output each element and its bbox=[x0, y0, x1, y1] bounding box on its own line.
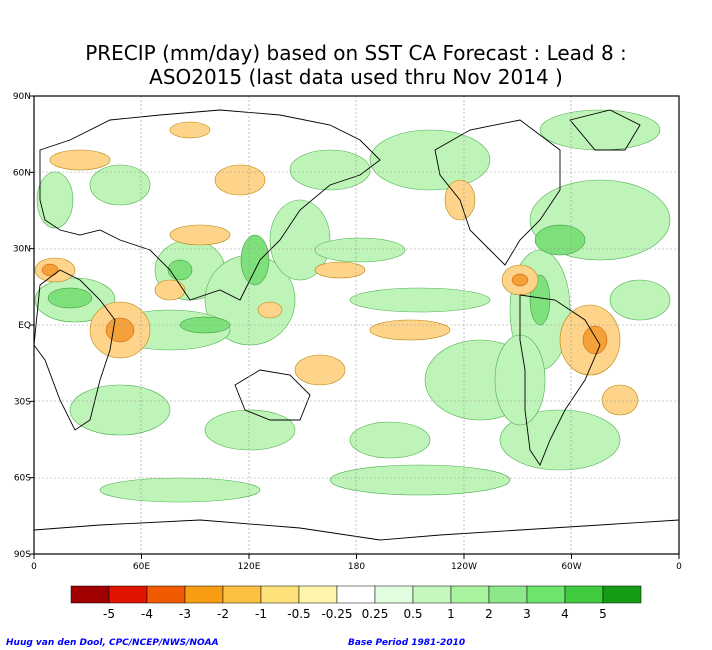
anomaly-field bbox=[34, 109, 679, 541]
lon-label: 0 bbox=[31, 562, 37, 572]
legend-swatch bbox=[70, 585, 110, 604]
legend-swatch bbox=[146, 585, 186, 604]
legend-label: 0.25 bbox=[362, 607, 389, 621]
credit-text: Huug van den Dool, CPC/NCEP/NWS/NOAA bbox=[6, 638, 219, 648]
legend-label: -3 bbox=[179, 607, 191, 621]
legend-label: -5 bbox=[103, 607, 115, 621]
legend-label: 2 bbox=[485, 607, 493, 621]
lat-label: 60S bbox=[14, 474, 31, 484]
legend-swatch bbox=[298, 585, 338, 604]
lat-label: EQ bbox=[18, 321, 31, 331]
dry-anomaly-cores bbox=[41, 263, 608, 355]
lat-label: 90N bbox=[13, 92, 31, 102]
legend-swatch bbox=[260, 585, 300, 604]
legend-label: 1 bbox=[447, 607, 455, 621]
map-title-line2: ASO2015 (last data used thru Nov 2014 ) bbox=[149, 65, 563, 89]
lon-label: 60E bbox=[133, 562, 150, 572]
lon-label: 120W bbox=[451, 562, 477, 572]
legend-label: 4 bbox=[561, 607, 569, 621]
lat-label: 30S bbox=[14, 397, 31, 407]
legend-label: -1 bbox=[255, 607, 267, 621]
lat-label: 30N bbox=[13, 245, 31, 255]
lon-label: 180 bbox=[348, 562, 365, 572]
color-legend: -5 -4 -3 -2 -1 -0.5 -0.25 0.25 0.5 1 2 3 4 5 bbox=[70, 585, 642, 621]
legend-swatch bbox=[184, 585, 224, 604]
legend-swatch bbox=[526, 585, 566, 604]
legend-label: 0.5 bbox=[403, 607, 422, 621]
latitude-labels: 90N 60N 30N EQ 30S 60S 90S bbox=[13, 92, 34, 560]
longitude-labels: 0 60E 120E 180 120W 60W 0 bbox=[31, 554, 682, 572]
lon-label: 60W bbox=[561, 562, 581, 572]
legend-swatch bbox=[374, 585, 414, 604]
legend-label: -2 bbox=[217, 607, 229, 621]
lat-label: 60N bbox=[13, 168, 31, 178]
legend-swatch bbox=[412, 585, 452, 604]
legend-swatch bbox=[336, 585, 376, 604]
legend-swatch bbox=[488, 585, 528, 604]
legend-swatch bbox=[564, 585, 604, 604]
legend-label: -0.25 bbox=[321, 607, 352, 621]
wet-anomaly-cores bbox=[47, 224, 586, 334]
legend-swatch bbox=[108, 585, 148, 604]
lon-label: 0 bbox=[676, 562, 682, 572]
coastlines bbox=[34, 109, 679, 541]
lat-label: 90S bbox=[14, 550, 31, 560]
map-title-line1: PRECIP (mm/day) based on SST CA Forecast… bbox=[85, 41, 627, 65]
legend-swatch bbox=[602, 585, 642, 604]
legend-swatch bbox=[222, 585, 262, 604]
legend-label: -0.5 bbox=[287, 607, 310, 621]
legend-label: 5 bbox=[599, 607, 607, 621]
graticule bbox=[34, 96, 679, 554]
base-period-text: Base Period 1981-2010 bbox=[348, 638, 466, 648]
legend-label: 3 bbox=[523, 607, 531, 621]
lon-label: 120E bbox=[238, 562, 261, 572]
legend-label: -4 bbox=[141, 607, 153, 621]
legend-swatch bbox=[450, 585, 490, 604]
